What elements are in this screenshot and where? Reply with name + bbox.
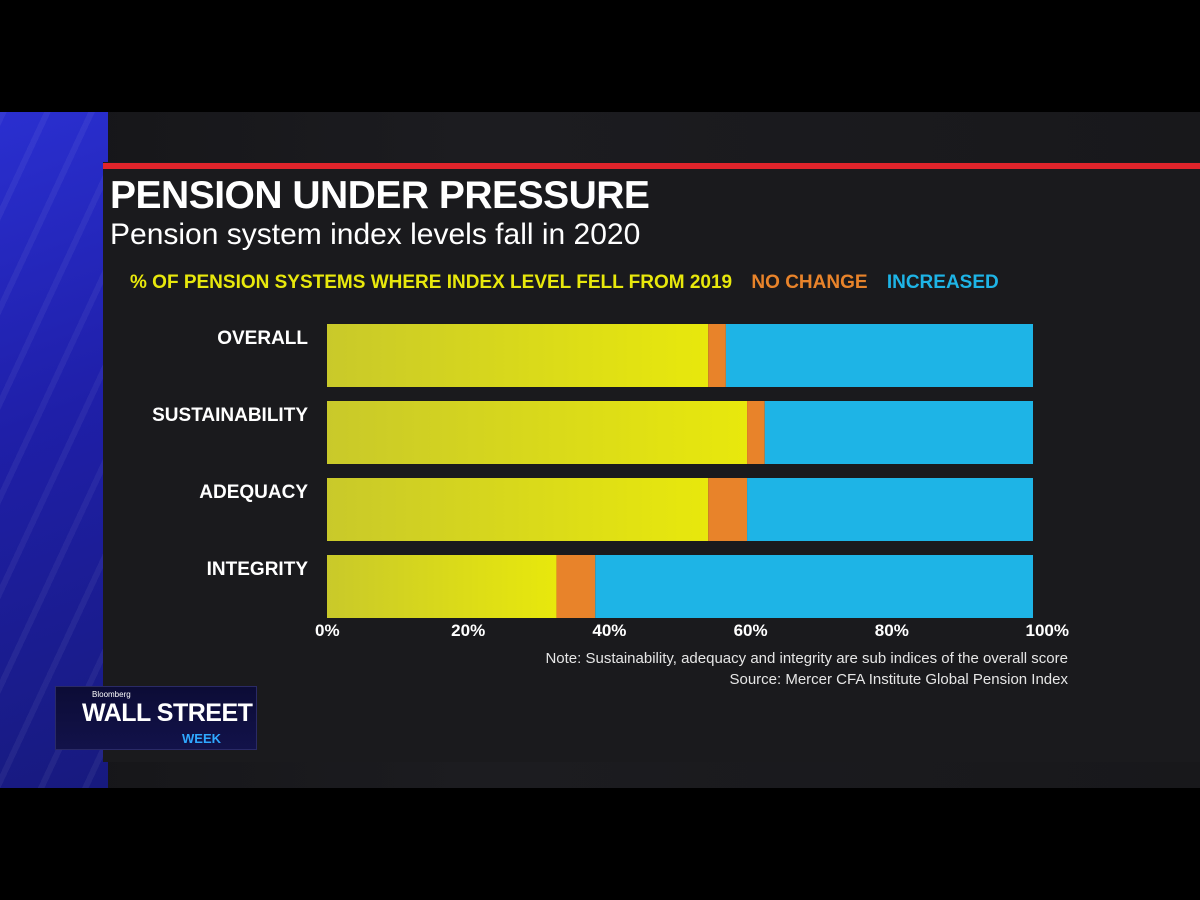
logo-sub-text: WEEK xyxy=(182,731,221,746)
legend: % OF PENSION SYSTEMS WHERE INDEX LEVEL F… xyxy=(130,272,1013,294)
source-text: Source: Mercer CFA Institute Global Pens… xyxy=(729,671,1068,688)
bar-integrity-segment-2 xyxy=(556,555,596,618)
bar-sustainability-segment-3 xyxy=(764,401,1033,464)
bar-integrity-segment-1 xyxy=(327,555,557,618)
x-tick-label: 0% xyxy=(315,621,340,640)
category-label-sustainability: SUSTAINABILITY xyxy=(152,405,308,426)
legend-no-change: NO CHANGE xyxy=(751,272,868,293)
bar-sustainability-segment-2 xyxy=(747,401,765,464)
chart-title: PENSION UNDER PRESSURE xyxy=(110,174,650,217)
red-accent-bar xyxy=(103,163,1200,169)
x-tick-label: 60% xyxy=(734,621,768,640)
x-tick-label: 40% xyxy=(592,621,626,640)
bar-overall-segment-1 xyxy=(327,324,709,387)
bar-adequacy-segment-2 xyxy=(708,478,748,541)
category-label-integrity: INTEGRITY xyxy=(207,559,309,580)
logo-bloomberg-text: Bloomberg xyxy=(92,690,131,699)
category-label-overall: OVERALL xyxy=(217,328,308,349)
legend-fell: % OF PENSION SYSTEMS WHERE INDEX LEVEL F… xyxy=(130,272,733,293)
note-text: Note: Sustainability, adequacy and integ… xyxy=(545,650,1068,667)
blue-side-stripe xyxy=(0,112,108,788)
x-tick-label: 20% xyxy=(451,621,485,640)
bar-sustainability-segment-1 xyxy=(327,401,748,464)
wall-street-week-logo: Bloomberg WALL STREET WEEK xyxy=(55,686,257,750)
chart-notes: Note: Sustainability, adequacy and integ… xyxy=(545,648,1068,690)
logo-main-text: WALL STREET xyxy=(82,699,253,727)
bar-adequacy-segment-3 xyxy=(747,478,1033,541)
bar-overall-segment-2 xyxy=(708,324,726,387)
legend-increased: INCREASED xyxy=(886,272,999,293)
x-tick-label: 100% xyxy=(1026,621,1069,640)
category-label-adequacy: ADEQUACY xyxy=(199,482,308,503)
bar-adequacy-segment-1 xyxy=(327,478,709,541)
bar-overall-segment-3 xyxy=(725,324,1033,387)
bar-integrity-segment-3 xyxy=(595,555,1033,618)
x-tick-label: 80% xyxy=(875,621,909,640)
chart-subtitle: Pension system index levels fall in 2020 xyxy=(110,218,641,251)
